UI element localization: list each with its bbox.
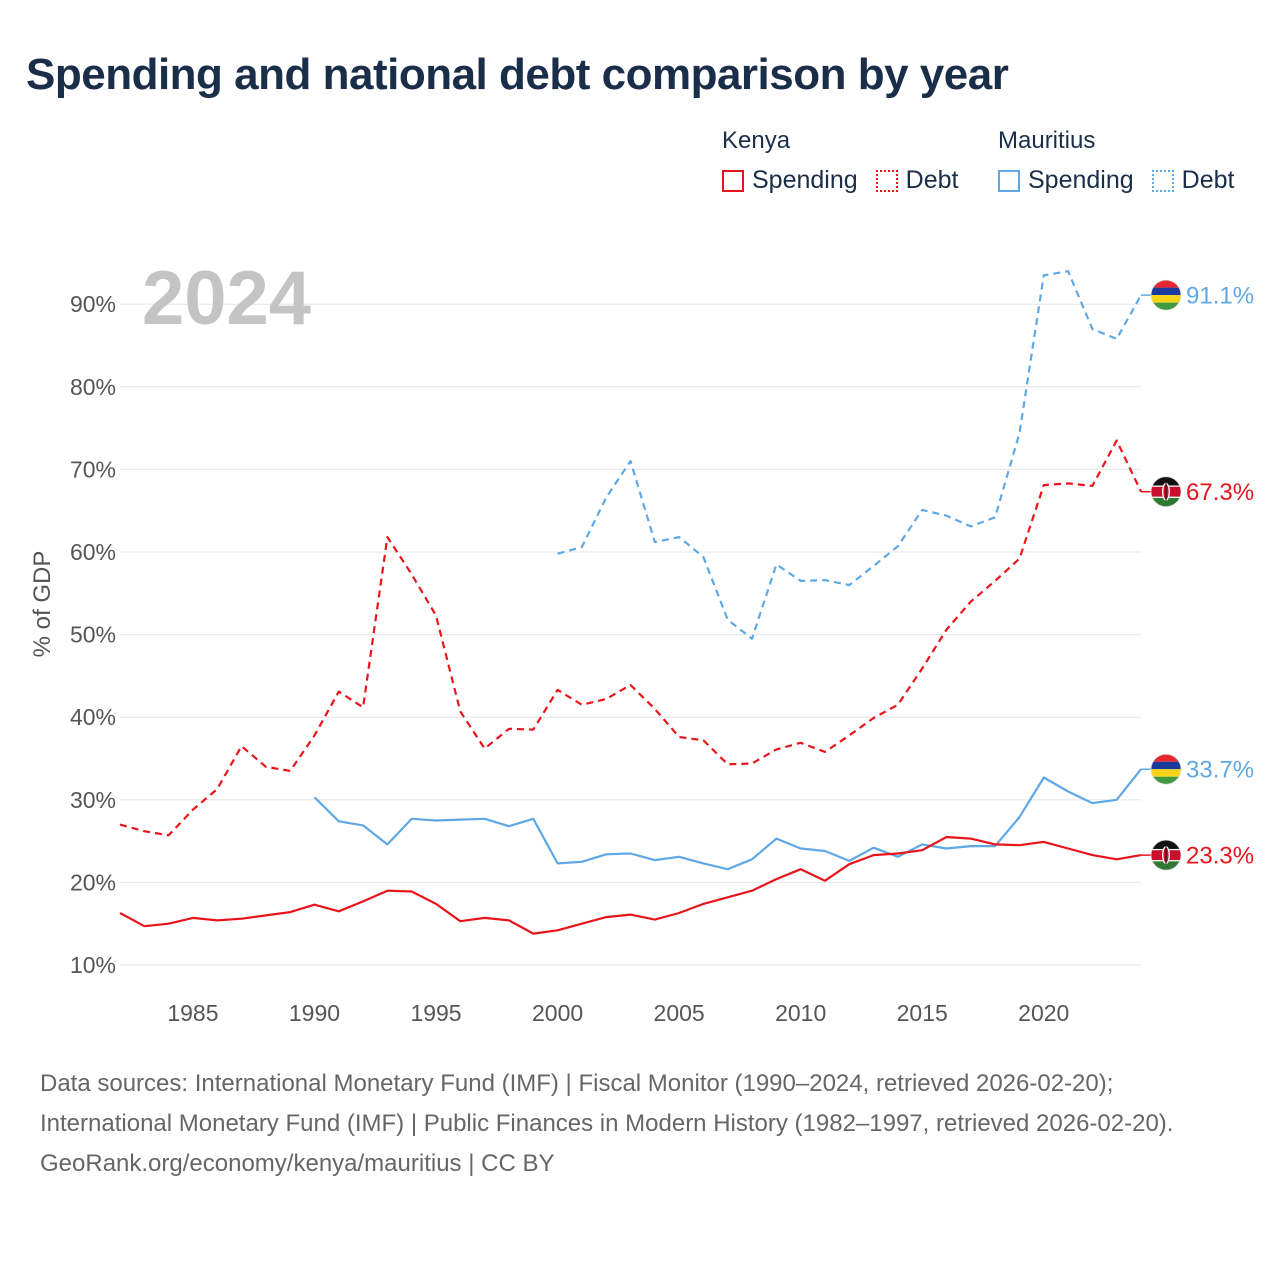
y-tick-label: 10% (70, 952, 116, 978)
x-tick-label: 2020 (1018, 1000, 1069, 1026)
y-tick-label: 40% (70, 704, 116, 730)
y-tick-label: 50% (70, 622, 116, 648)
end-value-label: 23.3% (1186, 843, 1254, 870)
series-line-mauritius-spending[interactable] (313, 768, 1142, 871)
legend-item-mauritius-spending[interactable]: Spending (998, 166, 1134, 195)
y-tick-label: 80% (70, 374, 116, 400)
series-line-kenya-spending[interactable] (119, 835, 1142, 935)
legend-group-title: Mauritius (998, 127, 1096, 154)
legend-label: Debt (1181, 166, 1235, 194)
x-tick-label: 1995 (410, 1000, 461, 1026)
kenya-flag-icon (1150, 476, 1182, 508)
legend-swatch-dotted-icon (1151, 169, 1174, 192)
chart-title: Spending and national debt comparison by… (26, 50, 1009, 99)
end-value-label: 67.3% (1186, 479, 1254, 506)
x-tick-label: 1990 (289, 1000, 340, 1026)
legend-item-mauritius-debt[interactable]: Debt (1151, 166, 1235, 195)
y-tick-label: 30% (70, 787, 116, 813)
y-axis-label: % of GDP (29, 551, 56, 658)
series-line-mauritius-debt[interactable] (557, 270, 1142, 640)
y-tick-label: 70% (70, 456, 116, 482)
data-sources: Data sources: International Monetary Fun… (40, 1070, 1174, 1137)
year-watermark: 2024 (142, 256, 311, 341)
x-tick-label: 2005 (654, 1000, 705, 1026)
y-tick-label: 20% (70, 869, 116, 895)
legend-swatch-dotted-icon (875, 169, 898, 192)
legend-label: Spending (752, 166, 858, 194)
kenya-flag-icon (1150, 839, 1182, 871)
y-tick-label: 60% (70, 539, 116, 565)
legend-swatch-solid-icon (998, 169, 1020, 192)
line-chart: 10% 20% 30% 40% 50% 60% 70% 80% 90% 1985 1990 1995 2… (29, 256, 1254, 1026)
legend-group-kenya: Kenya Spending Debt (722, 124, 976, 195)
series-line-kenya-debt[interactable] (119, 439, 1142, 837)
end-value-label: 91.1% (1186, 283, 1254, 310)
legend-item-kenya-spending[interactable]: Spending (722, 166, 858, 195)
x-tick-label: 2010 (775, 1000, 826, 1026)
legend-label: Debt (905, 166, 959, 194)
x-tick-label: 1985 (167, 1000, 218, 1026)
legend-item-kenya-debt[interactable]: Debt (875, 166, 959, 195)
legend-group-title: Kenya (722, 127, 791, 154)
attribution: GeoRank.org/economy/kenya/mauritius | CC… (40, 1150, 555, 1177)
x-tick-label: 2015 (897, 1000, 948, 1026)
mauritius-flag-icon (1150, 753, 1182, 785)
mauritius-flag-icon (1150, 279, 1182, 311)
legend-label: Spending (1028, 166, 1134, 194)
end-value-label: 33.7% (1186, 757, 1254, 784)
legend-group-mauritius: Mauritius Spending Debt (998, 124, 1234, 195)
y-tick-label: 90% (70, 291, 116, 317)
x-tick-label: 2000 (532, 1000, 583, 1026)
legend-swatch-solid-icon (722, 169, 744, 192)
chart-footer: Data sources: International Monetary Fun… (40, 1064, 1240, 1184)
